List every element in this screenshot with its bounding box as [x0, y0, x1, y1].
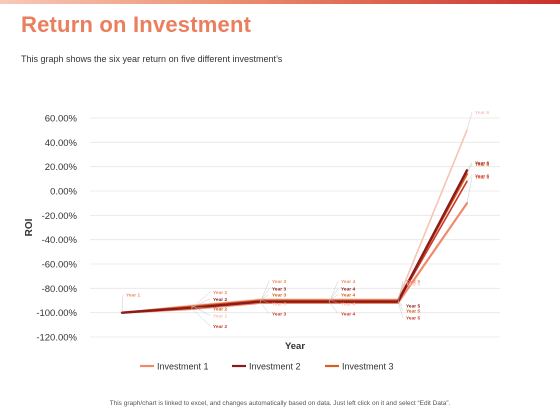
series-line [120, 169, 469, 314]
legend-label: Investment 3 [342, 361, 394, 371]
data-label: Year 5 [406, 309, 420, 315]
data-label-leader [259, 301, 270, 314]
data-label-leader [466, 112, 473, 131]
data-label: Year 6 [475, 175, 489, 181]
slide-subtitle: This graph shows the six year return on … [21, 54, 283, 64]
data-label-leader [328, 299, 339, 304]
data-label-leader [397, 300, 404, 311]
x-axis-title: Year [285, 341, 305, 352]
data-label-leader [190, 305, 211, 316]
data-label: Year 4 [341, 287, 355, 293]
data-label: Year 5 [406, 304, 420, 310]
data-label: Year 5 [406, 281, 420, 287]
series-line [121, 180, 468, 314]
data-label-leader [397, 301, 404, 318]
data-label: Year 4 [341, 312, 355, 318]
y-tick-label: -80.00% [42, 284, 78, 295]
data-label-leader [121, 294, 124, 313]
data-label-leader [466, 163, 473, 175]
slide-title: Return on Investment [21, 12, 252, 37]
data-label: Year 3 [272, 301, 286, 307]
y-axis-title: ROI [24, 218, 35, 236]
data-label: Year 4 [341, 301, 355, 307]
y-tick-label: -120.00% [36, 333, 77, 344]
data-label-leader [259, 299, 270, 304]
data-label: Year 4 [341, 279, 355, 285]
data-label: Year 2 [213, 313, 227, 319]
data-label-leader [328, 294, 339, 301]
y-tick-label: -60.00% [42, 260, 78, 271]
data-label: Year 2 [213, 324, 227, 330]
data-label-leader [466, 175, 473, 182]
data-label: Year 1 [126, 293, 140, 299]
legend-label: Investment 1 [157, 361, 209, 371]
legend-label: Investment 2 [249, 361, 301, 371]
data-label: Year 3 [272, 287, 286, 293]
data-label: Year 2 [213, 290, 227, 296]
data-label-leader [328, 301, 339, 314]
y-tick-label: -40.00% [42, 235, 78, 246]
data-label: Year 4 [341, 293, 355, 299]
data-label: Year 3 [272, 312, 286, 318]
y-tick-label: 40.00% [45, 138, 78, 149]
data-label: Year 3 [272, 293, 286, 299]
y-tick-label: -20.00% [42, 211, 78, 222]
footer-note: This graph/chart is linked to excel, and… [109, 400, 451, 407]
data-label: Year 2 [213, 307, 227, 313]
data-label: Year 6 [475, 110, 489, 116]
data-label-leader [466, 177, 473, 204]
y-tick-label: 20.00% [45, 162, 78, 173]
data-label: Year 5 [406, 279, 420, 285]
data-label-leader [259, 294, 270, 301]
series-line [120, 172, 469, 314]
data-label: Year 6 [475, 160, 489, 166]
data-label-leader [190, 307, 211, 326]
y-tick-label: 60.00% [45, 114, 78, 125]
y-tick-label: -100.00% [36, 308, 77, 319]
data-label: Year 6 [475, 162, 489, 168]
data-label: Year 2 [213, 297, 227, 303]
data-label-leader [466, 162, 473, 171]
data-label-leader [190, 298, 211, 308]
data-label: Year 6 [475, 173, 489, 179]
data-label: Year 3 [272, 279, 286, 285]
y-tick-label: 0.00% [50, 187, 77, 198]
data-label: Year 5 [406, 316, 420, 322]
top-accent-bar [0, 0, 560, 4]
data-label-leader [397, 283, 404, 300]
